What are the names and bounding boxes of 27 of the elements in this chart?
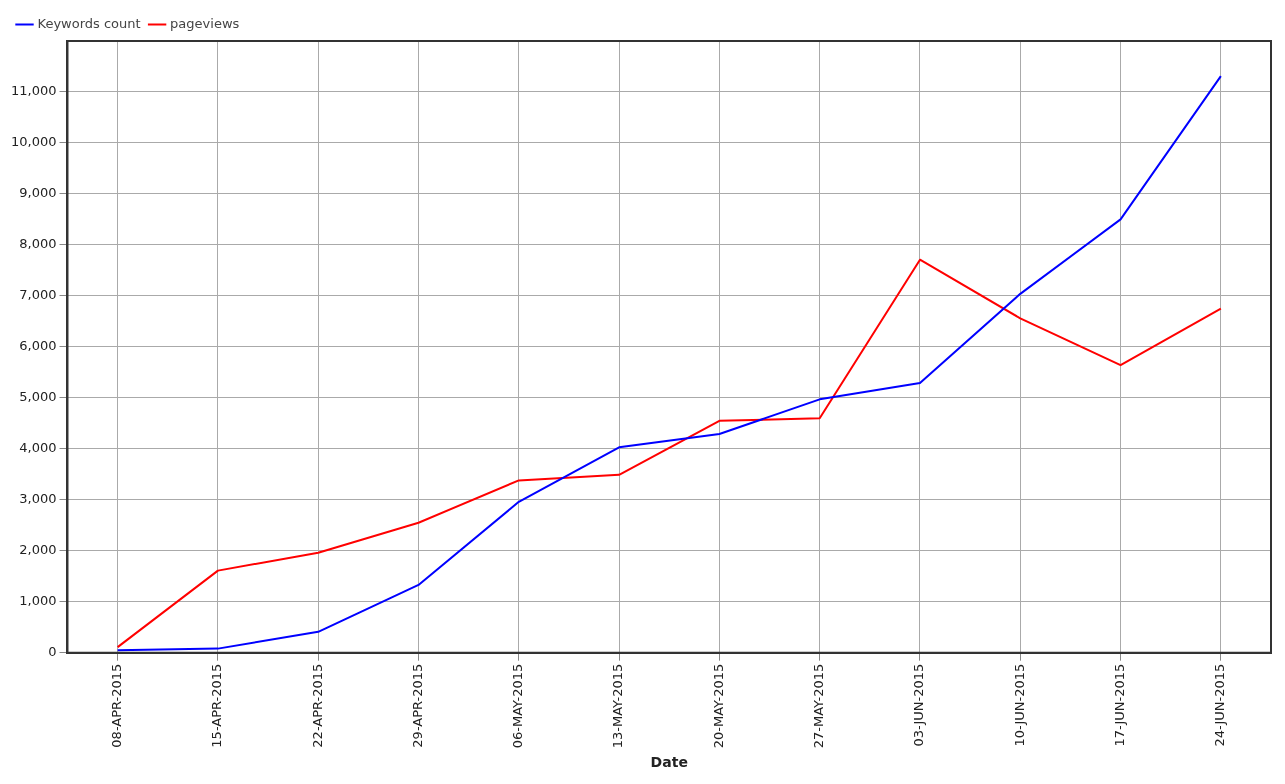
- y-tick-label: 10,000: [10, 134, 57, 150]
- x-tick-label: 17-JUN-2015: [1111, 663, 1127, 747]
- y-tick-label: 9,000: [19, 185, 57, 201]
- x-tick-label: 20-MAY-2015: [710, 663, 726, 749]
- x-tick-label: 24-JUN-2015: [1212, 663, 1228, 747]
- x-tick-label: 13-MAY-2015: [610, 663, 626, 749]
- y-tick-label: 11,000: [10, 83, 57, 99]
- y-tick-label: 2,000: [19, 542, 57, 558]
- y-tick-label: 4,000: [19, 440, 57, 456]
- x-tick-label: 03-JUN-2015: [911, 663, 927, 747]
- legend-label: pageviews: [170, 15, 240, 31]
- x-tick-label: 29-APR-2015: [409, 663, 425, 748]
- y-tick-label: 3,000: [19, 491, 57, 507]
- y-tick-label: 7,000: [19, 287, 57, 303]
- y-tick-label: 0: [48, 644, 57, 660]
- x-tick-label: 06-MAY-2015: [510, 663, 526, 749]
- y-tick-label: 6,000: [19, 338, 57, 354]
- y-tick-label: 8,000: [19, 236, 57, 252]
- y-tick-label: 1,000: [19, 593, 57, 609]
- legend-label: Keywords count: [37, 15, 141, 31]
- y-tick-label: 5,000: [19, 389, 57, 405]
- x-tick-label: 08-APR-2015: [109, 663, 125, 748]
- x-tick-label: 15-APR-2015: [209, 663, 225, 748]
- x-tick-label: 27-MAY-2015: [811, 663, 827, 749]
- x-axis-title: Date: [650, 754, 688, 771]
- x-tick-label: 10-JUN-2015: [1011, 663, 1027, 747]
- x-tick-label: 22-APR-2015: [309, 663, 325, 748]
